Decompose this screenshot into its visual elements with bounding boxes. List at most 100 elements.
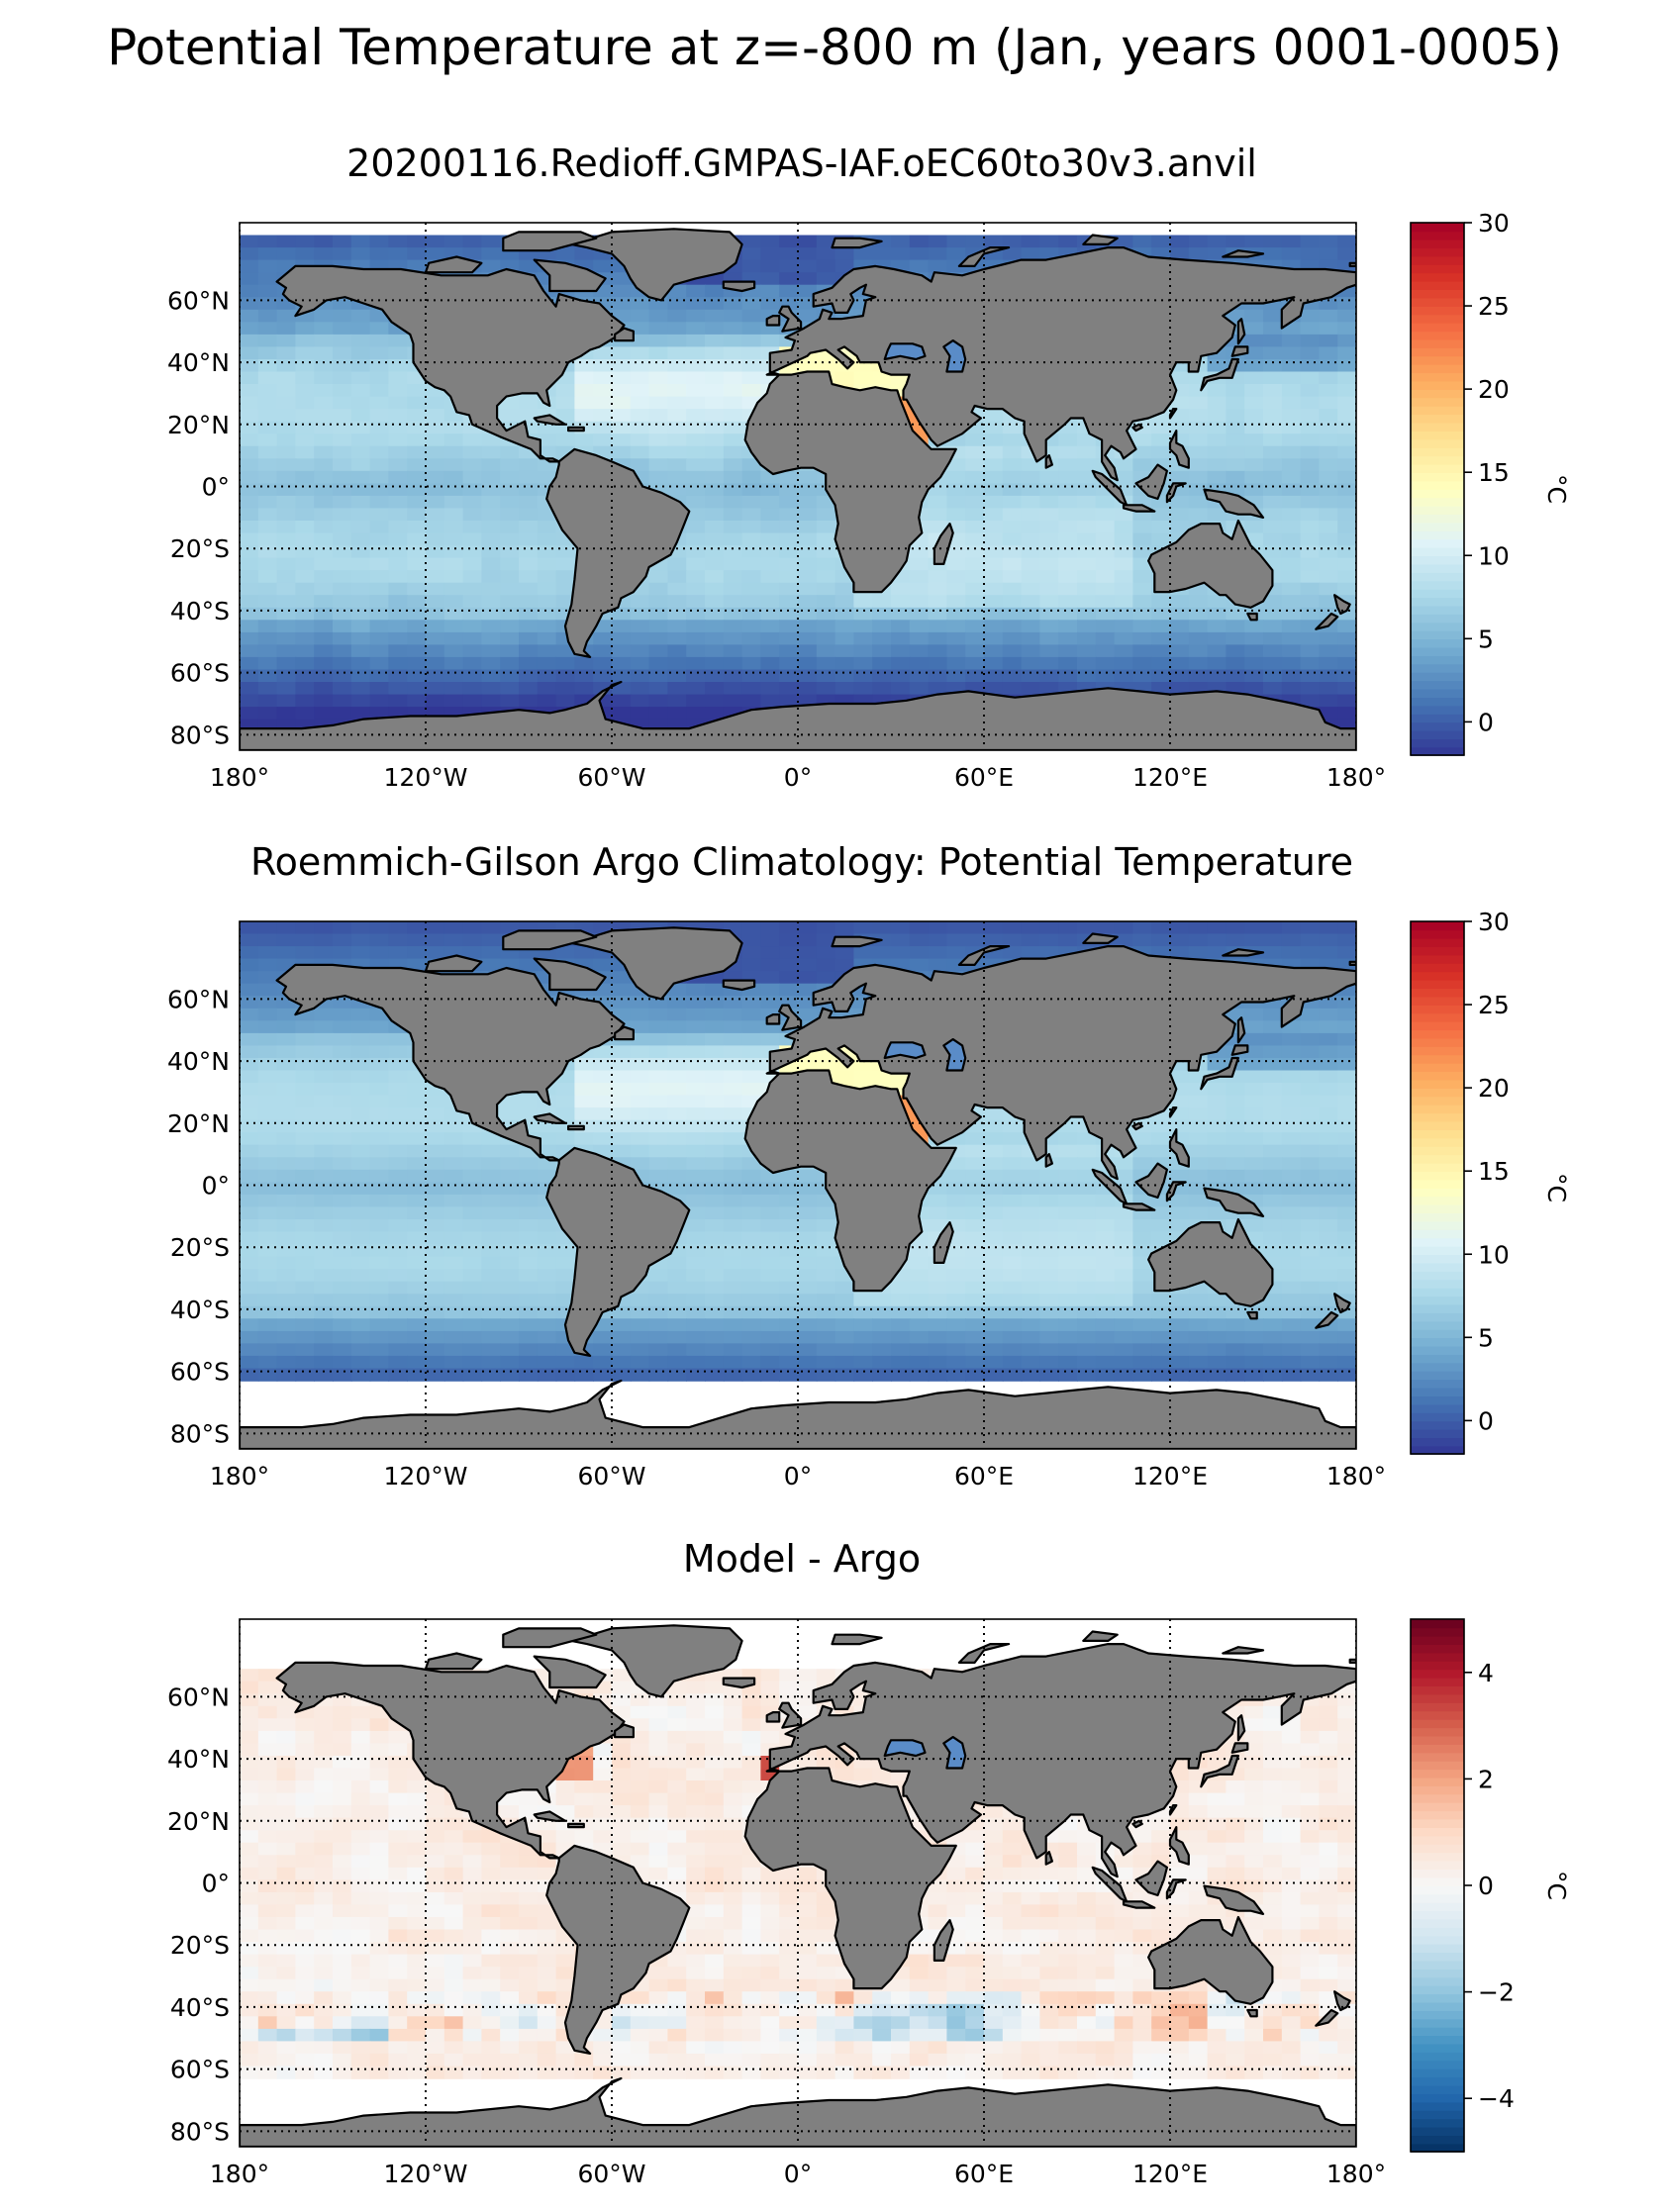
land-britain [778,1701,803,1729]
land-japan [1200,1056,1239,1091]
land-greenland [570,926,743,1001]
colorbar: 0 5 10 15 20 25 30 °C [1410,908,1571,1455]
land-nzNorth [1333,1990,1351,2012]
land-northAmerica [275,264,626,463]
x-tick-label: 60°W [577,2160,645,2188]
land-greenland [570,1624,743,1698]
land-hainan [1131,423,1143,433]
colorbar-tick-label: 30 [1478,908,1510,936]
y-tick-label: 0° [202,1172,230,1201]
land-severnaya [1082,932,1119,944]
land-nzSouth [1315,612,1339,630]
figure-suptitle: Potential Temperature at z=-800 m (Jan, … [107,19,1562,76]
x-tick-label: 180° [210,1462,269,1491]
gridlines [240,1619,1356,2147]
x-tick-label: 60°E [954,2160,1014,2188]
land-taiwan [1168,1106,1178,1118]
x-tick-label: 60°W [577,763,645,792]
ocean-field [240,921,1356,1449]
x-tick-label: 60°E [954,1462,1014,1491]
x-tick-label: 120°E [1132,2160,1208,2188]
y-tick-label: 40°N [167,1745,230,1774]
colorbar-tick-label: 20 [1478,1074,1510,1103]
y-tick-label: 60°S [170,2056,230,2084]
map-panel-2: 180° 120°W 60°W 0° 60°E 120°E 180° 80°S 60°S 40°S… [167,908,1571,1491]
y-tick-label: 60°S [170,1358,230,1387]
gridlines [240,223,1356,750]
ocean-field [240,223,1356,750]
land-britain [778,305,803,333]
land-svalbard [831,935,883,948]
land-northAmerica [275,1661,626,1860]
panel-3-title: Model - Argo [682,1537,922,1581]
y-tick-label: 80°S [170,1419,230,1448]
map-panel-1: 180° 120°W 60°W 0° 60°E 120°E 180° 80°S 60°S 40°S… [167,209,1571,792]
land-nzNorth [1333,1293,1351,1314]
y-tick-label: 40°S [170,1993,230,2022]
colorbar-tick-label: 0 [1478,1406,1494,1435]
colorbar-tick-label: 2 [1478,1765,1494,1793]
map-frame [239,920,1357,1450]
land-greenland [570,228,743,302]
land-ireland [765,315,781,327]
land-afroEurasia [743,945,1356,1293]
land-caspian [942,1736,967,1770]
land-newGuinea [1203,1884,1265,1915]
land-southAmerica [545,447,691,658]
land-sriLanka [1044,454,1053,469]
land-sakhalin [1236,1714,1246,1742]
land-hispaniola [567,426,585,433]
map-frame [239,222,1357,751]
land-severnaya [1082,1630,1119,1642]
gridlines [240,921,1356,1449]
land-caspian [942,1038,967,1072]
land-ireland [765,1012,781,1025]
land-britain [778,1004,803,1031]
land-philippines [1168,430,1190,469]
land-iceland [722,280,756,293]
land-victoria [424,255,483,274]
land-cuba [533,1810,567,1822]
land-northAmerica [275,963,626,1162]
land-sulawesi [1165,1181,1187,1202]
x-tick-label: 180° [210,763,269,792]
map-panel-3: 180° 120°W 60°W 0° 60°E 120°E 180° 80°S 60°S 40°S… [167,1618,1571,2188]
land-newfoundland [614,1025,635,1041]
land-baffin [533,258,607,293]
land-ellesmere [502,231,598,252]
land-ireland [765,1711,781,1723]
y-tick-label: 40°S [170,1296,230,1324]
colorbar-label: °C [1542,1173,1571,1202]
land-sumatra [1091,469,1129,507]
land-novayaZemlya [957,945,1011,966]
land-hispaniola [567,1822,585,1829]
land-philippines [1168,1826,1190,1866]
x-tick-label: 0° [784,2160,812,2188]
y-tick-label: 40°N [167,1047,230,1076]
land-java [1122,504,1156,513]
map-frame [239,1618,1357,2148]
land-japan [1200,1754,1239,1788]
land-java [1122,1900,1156,1909]
colorbar-tick-label: 5 [1478,625,1494,653]
land-wrangel [1348,960,1356,966]
land-victoria [424,954,483,973]
land-japan [1200,357,1239,392]
land-newfoundland [614,1723,635,1739]
y-tick-label: 60°N [167,286,230,315]
land-tasmania [1246,2008,1258,2018]
land-sakhalin [1236,1016,1246,1044]
land-newfoundland [614,327,635,342]
colorbar: −4 −2 0 2 4 °C [1410,1618,1571,2153]
land-cuba [533,1112,567,1124]
land-novayaZemlya [957,246,1011,267]
x-tick-label: 180° [210,2160,269,2188]
land-wrangel [1348,261,1356,267]
y-tick-label: 80°S [170,721,230,749]
land-svalbard [831,237,883,249]
y-tick-label: 0° [202,1870,230,1898]
land-sulawesi [1165,1878,1187,1900]
y-tick-label: 20°N [167,1109,230,1138]
land-sumatra [1091,1866,1129,1903]
land-sulawesi [1165,482,1187,504]
